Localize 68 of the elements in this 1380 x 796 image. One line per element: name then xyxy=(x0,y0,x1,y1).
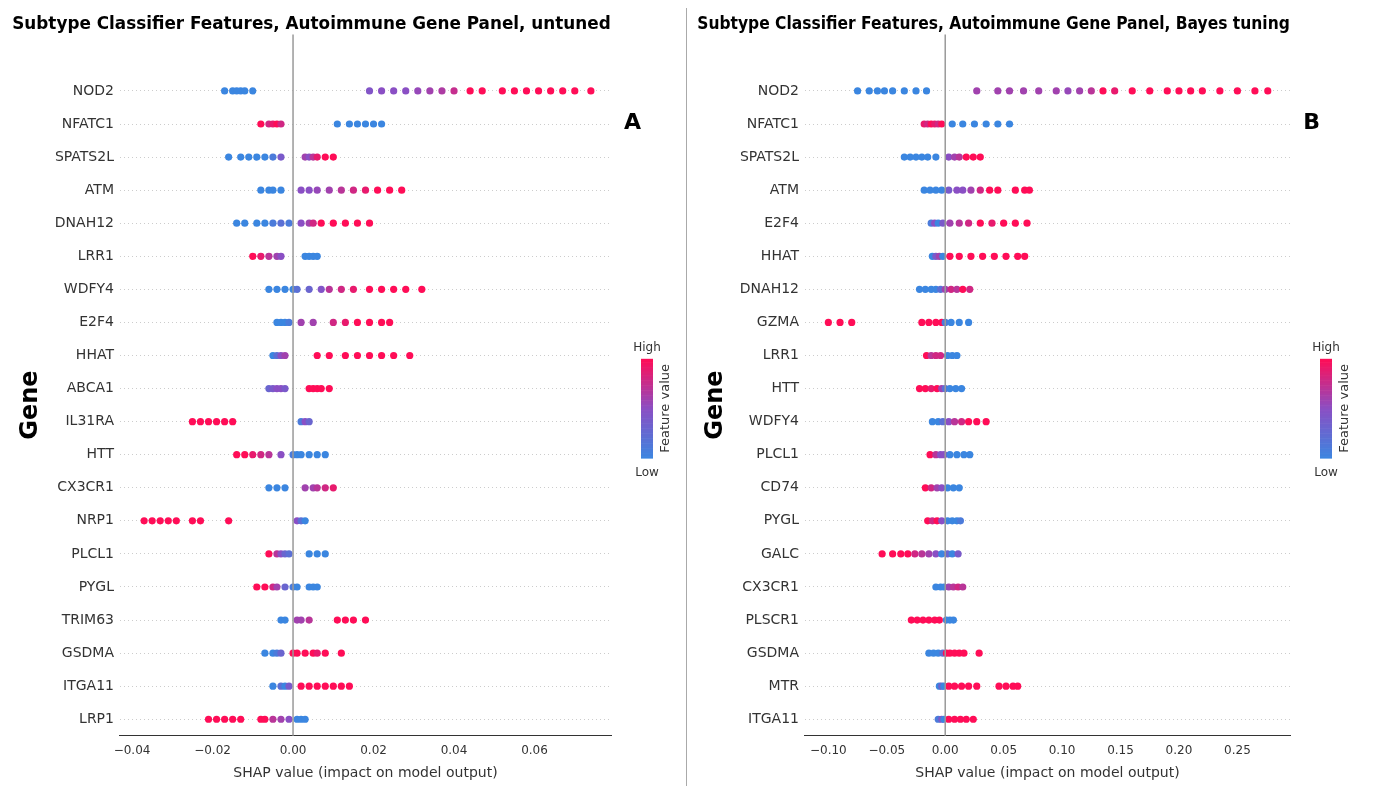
y-tick-label: PYGL xyxy=(78,577,115,594)
text: B xyxy=(1303,109,1320,135)
color-bar-title: Feature value xyxy=(1336,364,1351,453)
y-tick-label: NFATC1 xyxy=(61,114,114,131)
y-tick-label: MTR xyxy=(768,676,800,693)
y-tick-label: DNAH12 xyxy=(54,213,114,230)
y-tick-label: NRP1 xyxy=(76,511,114,528)
y-tick-label: LRR1 xyxy=(77,246,114,263)
y-tick-label: LRR1 xyxy=(762,346,799,363)
y-tick-label: E2F4 xyxy=(764,213,800,230)
y-tick-label: ITGA11 xyxy=(63,676,114,693)
x-tick-label: −0.04 xyxy=(113,743,151,758)
y-tick-label: PLCL1 xyxy=(71,544,114,561)
y-tick-label: HHAT xyxy=(760,246,800,263)
y-tick-label: NFATC1 xyxy=(746,114,799,131)
y-axis-title: Gene xyxy=(14,370,43,440)
y-tick-label: GSDMA xyxy=(61,643,115,660)
chart-title: Subtype Classifier Features, Autoimmune Gene Panel, untuned xyxy=(12,12,611,33)
x-tick-label: 0.15 xyxy=(1107,743,1134,758)
chart-title: Subtype Classifier Features, Autoimmune Gene Panel, Bayes tuning xyxy=(697,12,1290,33)
y-tick-label: LRP1 xyxy=(79,709,114,726)
x-tick-label: 0.02 xyxy=(360,743,387,758)
y-tick-label: HTT xyxy=(771,379,800,396)
y-tick-label: DNAH12 xyxy=(739,280,799,296)
x-axis-title: SHAP value (impact on model output) xyxy=(915,764,1180,781)
x-tick-label: −0.10 xyxy=(809,743,847,758)
y-tick-label: GALC xyxy=(760,544,800,561)
y-axis-title: Gene xyxy=(699,370,728,440)
y-tick-label: WDFY4 xyxy=(748,412,800,429)
x-tick-label: 0.25 xyxy=(1224,743,1251,758)
y-tick-label: TRIM63 xyxy=(60,610,114,627)
color-bar-title: Feature value xyxy=(657,364,672,453)
y-tick-label: SPATS2L xyxy=(739,147,800,164)
x-tick-label: −0.05 xyxy=(868,743,906,758)
x-tick-label: 0.06 xyxy=(521,743,548,758)
y-tick-label: ATM xyxy=(769,180,799,197)
y-tick-label: ATM xyxy=(84,180,114,197)
text: A xyxy=(623,109,641,135)
y-tick-label: WDFY4 xyxy=(63,280,115,296)
y-tick-label: IL31RA xyxy=(65,412,115,429)
x-tick-label: −0.02 xyxy=(194,743,231,758)
y-tick-label: GZMA xyxy=(756,313,800,330)
text: High xyxy=(633,339,661,354)
text: High xyxy=(1312,339,1340,354)
y-tick-label: SPATS2L xyxy=(54,147,115,164)
x-tick-label: 0.05 xyxy=(990,743,1018,758)
y-tick-label: E2F4 xyxy=(79,313,115,330)
y-tick-label: PLSCR1 xyxy=(745,610,799,627)
y-tick-label: CD74 xyxy=(760,478,800,495)
y-tick-label: CX3CR1 xyxy=(742,577,799,594)
y-tick-label: ITGA11 xyxy=(748,709,799,726)
y-tick-label: PYGL xyxy=(763,511,800,528)
y-tick-label: NOD2 xyxy=(72,81,114,98)
x-tick-label: 0.04 xyxy=(440,743,468,758)
y-tick-label: HTT xyxy=(86,445,115,462)
y-tick-label: HHAT xyxy=(75,346,115,363)
text: Low xyxy=(1314,465,1338,480)
x-axis-title: SHAP value (impact on model output) xyxy=(233,764,498,781)
x-tick-label: 0.20 xyxy=(1165,743,1193,758)
y-tick-label: NOD2 xyxy=(757,81,799,98)
y-tick-label: GSDMA xyxy=(746,643,800,660)
x-tick-label: 0.10 xyxy=(1048,743,1076,758)
y-tick-label: CX3CR1 xyxy=(57,478,114,495)
x-tick-label: 0.00 xyxy=(279,743,307,758)
x-tick-label: 0.00 xyxy=(931,743,959,758)
y-tick-label: PLCL1 xyxy=(756,445,799,462)
text: Low xyxy=(635,465,659,480)
y-tick-label: ABCA1 xyxy=(66,379,114,396)
